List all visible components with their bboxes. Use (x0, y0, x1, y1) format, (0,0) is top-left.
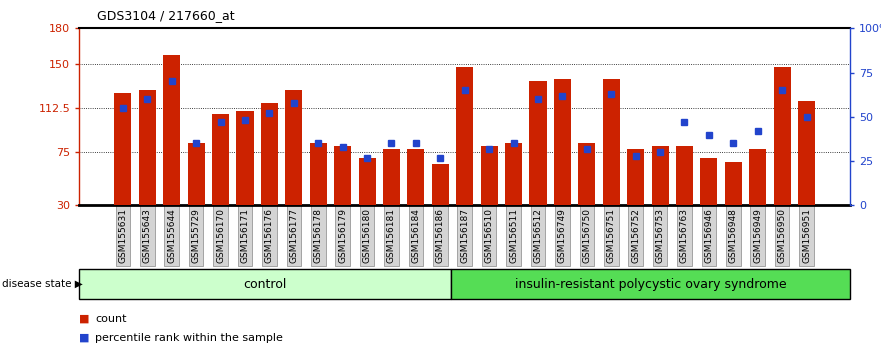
Bar (163, 56, 181, 205)
Bar (749, 149, 766, 205)
Bar (334, 146, 352, 205)
Bar (505, 143, 522, 205)
Bar (529, 81, 546, 205)
Bar (603, 79, 619, 205)
Bar (725, 162, 742, 205)
Text: disease state ▶: disease state ▶ (2, 279, 83, 289)
Text: control: control (244, 278, 287, 291)
Bar (481, 146, 498, 205)
Bar (383, 149, 400, 205)
Bar (261, 103, 278, 205)
Bar (138, 90, 156, 205)
Bar (359, 158, 375, 205)
Text: GDS3104 / 217660_at: GDS3104 / 217660_at (97, 9, 234, 22)
Bar (676, 146, 693, 205)
Text: insulin-resistant polycystic ovary syndrome: insulin-resistant polycystic ovary syndr… (515, 278, 787, 291)
Bar (652, 146, 669, 205)
Text: percentile rank within the sample: percentile rank within the sample (95, 333, 283, 343)
Bar (407, 149, 425, 205)
Bar (451, 269, 850, 299)
Bar (774, 67, 791, 205)
Text: count: count (95, 314, 127, 324)
Bar (798, 102, 815, 205)
Bar (236, 111, 254, 205)
Bar (310, 143, 327, 205)
Text: ■: ■ (79, 314, 90, 324)
Bar (212, 114, 229, 205)
Bar (700, 158, 717, 205)
Bar (432, 164, 448, 205)
Bar (554, 79, 571, 205)
Bar (115, 93, 131, 205)
Bar (578, 143, 596, 205)
Text: ■: ■ (79, 333, 90, 343)
Bar (188, 143, 204, 205)
Bar (456, 67, 473, 205)
Bar (79, 269, 451, 299)
Bar (285, 90, 302, 205)
Bar (627, 149, 644, 205)
